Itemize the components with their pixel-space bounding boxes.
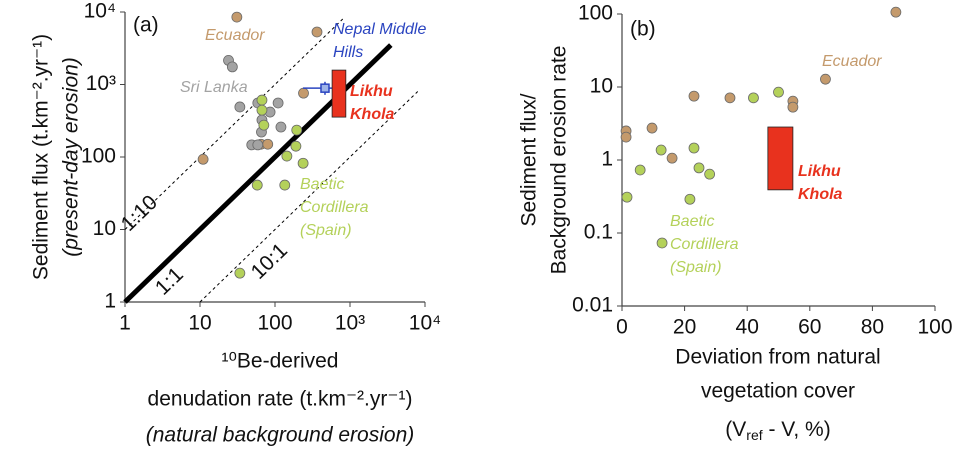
data-point [704, 168, 716, 180]
range-label: Likhu [798, 163, 841, 180]
x-axis-label: vegetation cover [701, 380, 855, 403]
panel-label: (b) [630, 18, 656, 41]
y-tick-label: 10 [590, 75, 613, 98]
label-part: - V, %) [763, 418, 831, 441]
y-tick-label: 10³ [86, 72, 116, 95]
data-point [281, 150, 293, 162]
data-point [693, 162, 705, 174]
y-tick-label: 100 [81, 145, 116, 168]
label-subscript: ref [746, 427, 762, 443]
reference-line [123, 43, 393, 304]
y-tick-label: 10⁴ [84, 0, 116, 23]
data-point [688, 90, 700, 102]
x-tick-label: 10⁴ [409, 312, 441, 335]
series-label: Ecuador [205, 27, 265, 44]
data-point [256, 104, 268, 116]
series-label: Ecuador [822, 53, 882, 70]
x-tick-label: 10³ [335, 312, 365, 335]
x-tick-label: 60 [798, 316, 821, 339]
data-point [297, 157, 309, 169]
x-axis-label: (natural background erosion) [146, 424, 415, 447]
data-point [656, 237, 668, 249]
data-point [262, 138, 274, 150]
data-point [275, 121, 287, 133]
data-point [290, 140, 302, 152]
data-point [252, 139, 264, 151]
data-point [787, 101, 799, 113]
x-axis-label: Deviation from natural [675, 346, 880, 369]
data-point [256, 94, 268, 106]
x-axis-label: denudation rate (t.km⁻².yr⁻¹) [148, 388, 413, 411]
y-tick-label: 1 [104, 290, 116, 313]
data-point [272, 97, 284, 109]
data-point [666, 152, 678, 164]
data-point [890, 6, 902, 18]
data-point [291, 124, 303, 136]
series-label: Cordillera [300, 199, 369, 216]
label-part: (V [725, 418, 746, 441]
range-box [331, 69, 347, 118]
y-tick-label: 1 [601, 148, 613, 171]
y-axis-label: Background erosion rate [548, 46, 571, 275]
x-axis-label: ¹⁰Be-derived [222, 350, 339, 373]
reference-label: 10:1 [247, 239, 292, 284]
data-point [226, 61, 238, 73]
data-point [748, 92, 759, 104]
range-label: Khola [350, 106, 395, 123]
data-point [620, 131, 632, 143]
data-point [311, 26, 323, 38]
x-tick-label: 10 [188, 312, 211, 335]
data-point [655, 144, 667, 156]
y-tick-label: 0.1 [584, 221, 613, 244]
data-point [298, 87, 309, 99]
data-point [688, 142, 700, 154]
range-point [320, 83, 330, 93]
data-point [197, 153, 209, 165]
data-point [634, 164, 646, 176]
x-tick-label: 40 [736, 316, 759, 339]
x-tick-label: 1 [119, 312, 131, 335]
y-tick-label: 100 [578, 2, 613, 25]
data-point [279, 179, 291, 191]
data-point [251, 179, 263, 191]
data-point [621, 191, 633, 203]
y-axis-label: Sediment flux (t.km⁻².yr⁻¹) [30, 34, 53, 280]
y-axis-label: Sediment flux/ [518, 93, 541, 226]
x-tick-label: 100 [917, 316, 952, 339]
y-tick-label: 0.01 [572, 294, 613, 317]
range-label: Khola [798, 186, 843, 203]
reference-line [199, 91, 419, 303]
data-point [234, 267, 246, 279]
data-point [773, 86, 784, 98]
series-label: (Spain) [670, 259, 722, 276]
range-label: Hills [333, 44, 363, 61]
range-box [767, 126, 794, 191]
y-axis-label: (present-day erosion) [60, 57, 83, 257]
data-point [258, 119, 270, 131]
x-tick-label: 20 [673, 316, 696, 339]
series-label: (Spain) [300, 222, 352, 239]
series-label: Baetic [670, 213, 714, 230]
data-point [231, 11, 243, 23]
reference-line [124, 18, 344, 230]
x-tick-label: 100 [257, 312, 292, 335]
range-label: Likhu [350, 83, 393, 100]
data-point [234, 101, 246, 113]
series-label: Sri Lanka [180, 79, 248, 96]
data-point [684, 193, 696, 205]
data-point [646, 122, 658, 134]
series-label: Baetic [300, 176, 344, 193]
y-tick-label: 10 [93, 217, 116, 240]
x-tick-label: 0 [616, 316, 628, 339]
x-axis-label: (Vref - V, %) [725, 418, 830, 443]
panel-label: (a) [133, 14, 159, 37]
x-tick-label: 80 [861, 316, 884, 339]
data-point [724, 92, 736, 104]
range-label: Nepal Middle [333, 21, 426, 38]
data-point [820, 73, 831, 85]
series-label: Cordillera [670, 236, 739, 253]
